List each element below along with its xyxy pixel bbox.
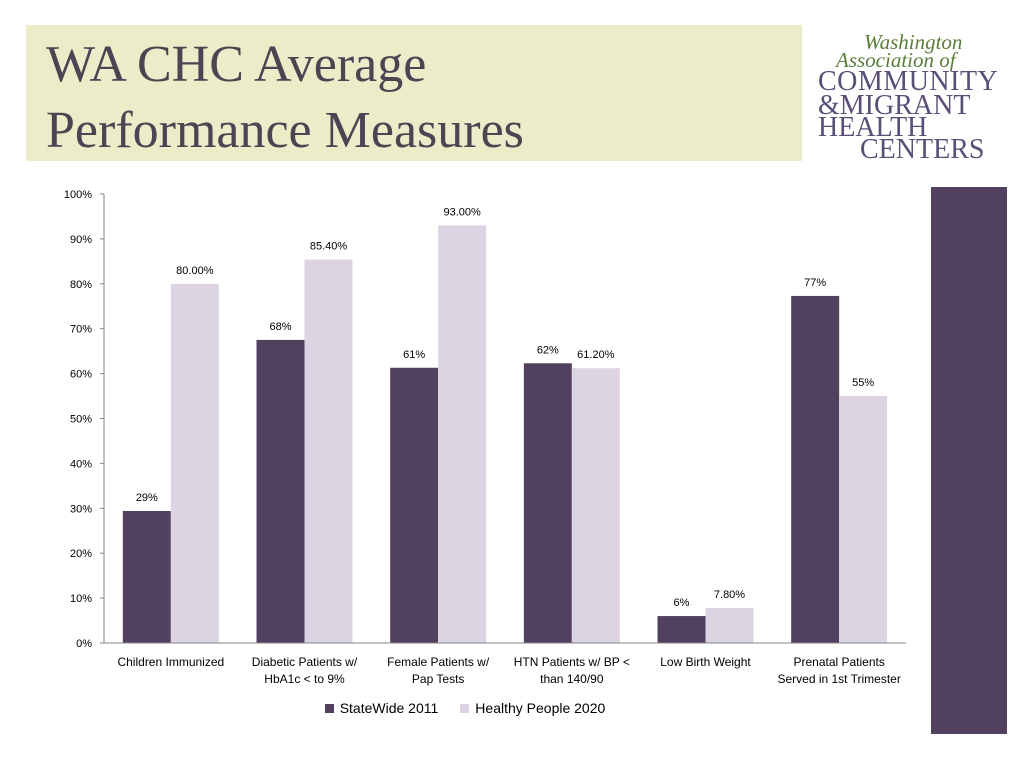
bar-value-label: 62%	[537, 344, 559, 356]
y-tick-label: 10%	[70, 593, 92, 605]
bars	[122, 225, 888, 643]
x-category-label: than 140/90	[540, 672, 604, 686]
logo-line-community: COMMUNITY	[818, 66, 999, 97]
bar	[657, 616, 706, 643]
bar-value-label: 80.00%	[176, 265, 214, 277]
legend-item-healthy-people: Healthy People 2020	[460, 700, 605, 716]
bar-chart: 0% 10% 20% 30% 40% 50% 60% 70% 80% 90% 100% 29% 80.…	[64, 189, 906, 686]
logo-line-association: Association of	[836, 48, 956, 72]
slide-title-line-1: WA CHC Average	[46, 36, 427, 93]
bar	[438, 225, 487, 643]
slide-title-line-2: Performance Measures	[46, 102, 524, 159]
x-category-label: Pap Tests	[412, 672, 464, 686]
x-category-label: Female Patients w/	[387, 655, 490, 669]
bar-value-label: 29%	[136, 492, 158, 504]
bar	[839, 396, 888, 643]
bar-value-label: 68%	[269, 321, 291, 333]
legend-item-statewide: StateWide 2011	[324, 700, 439, 716]
y-tick-label: 60%	[70, 369, 92, 381]
bar	[256, 339, 305, 643]
bar-value-label: 77%	[804, 277, 826, 289]
bar-value-label: 61%	[403, 349, 425, 361]
bar-value-label: 6%	[674, 597, 690, 609]
bar	[523, 363, 572, 643]
x-category-label: Children Immunized	[117, 655, 224, 669]
bar	[791, 295, 840, 643]
bar-value-label: 85.40%	[310, 241, 348, 253]
chart-legend: StateWide 2011 Healthy People 2020	[0, 700, 930, 716]
logo-line-washington: Washington	[864, 30, 963, 54]
bar	[571, 368, 620, 643]
bar	[390, 367, 439, 643]
accent-side-bar	[931, 187, 1007, 734]
legend-swatch-healthy-people	[460, 703, 470, 713]
bar	[122, 510, 171, 643]
y-axis: 0% 10% 20% 30% 40% 50% 60% 70% 80% 90% 100%	[64, 189, 105, 650]
y-tick-label: 70%	[70, 324, 92, 336]
logo-line-health: HEALTH	[818, 112, 928, 143]
x-category-label: Prenatal Patients	[793, 655, 884, 669]
bar	[705, 607, 754, 643]
y-tick-label: 50%	[70, 414, 92, 426]
x-category-label: Served in 1st Trimester	[777, 672, 900, 686]
bar-value-label: 61.20%	[577, 349, 615, 361]
x-category-label: HbA1c < to 9%	[264, 672, 345, 686]
x-axis: Children Immunized Diabetic Patients w/Hb…	[104, 642, 906, 686]
bar-value-label: 55%	[852, 377, 874, 389]
data-labels: 29% 80.00% 68% 85.40% 61% 93.00% 62% 61.20% 6% 7.…	[136, 206, 875, 609]
bar	[170, 283, 219, 643]
bar	[304, 259, 353, 643]
y-tick-label: 30%	[70, 503, 92, 515]
legend-label-statewide: StateWide 2011	[339, 700, 439, 716]
x-category-label: Diabetic Patients w/	[252, 655, 358, 669]
organization-logo: Washington Association of COMMUNITY &MIG…	[812, 28, 1007, 168]
bar-value-label: 7.80%	[714, 589, 745, 601]
y-tick-label: 0%	[76, 638, 92, 650]
y-tick-label: 40%	[70, 458, 92, 470]
bar-value-label: 93.00%	[444, 206, 482, 218]
x-category-label: Low Birth Weight	[660, 655, 751, 669]
y-tick-label: 90%	[70, 234, 92, 246]
logo-line-centers: CENTERS	[860, 134, 985, 165]
x-category-label: HTN Patients w/ BP <	[514, 655, 630, 669]
y-tick-label: 100%	[64, 189, 92, 201]
legend-label-healthy-people: Healthy People 2020	[475, 700, 606, 716]
logo-line-migrant: &MIGRANT	[818, 90, 971, 121]
y-tick-label: 80%	[70, 279, 92, 291]
legend-swatch-statewide	[324, 703, 334, 713]
title-banner: WA CHC Average Performance Measures	[26, 25, 802, 161]
y-tick-label: 20%	[70, 548, 92, 560]
